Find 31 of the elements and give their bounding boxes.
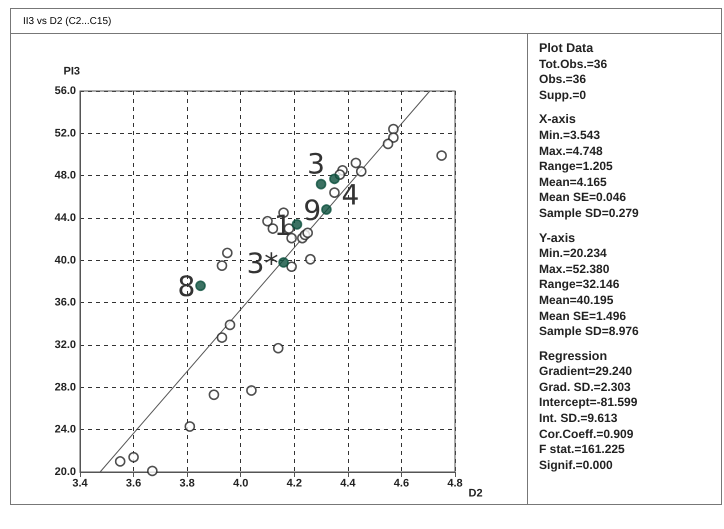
- annotation: 8: [178, 270, 196, 304]
- x-axis-title: D2: [468, 488, 483, 500]
- chart-title: II3 vs D2 (C2...C15): [11, 9, 721, 34]
- annotation: 3*: [246, 246, 278, 280]
- y-tick-label: 52.0: [54, 127, 76, 140]
- y-tick-label: 32.0: [54, 339, 76, 351]
- text: X-axis Min.=3.543 Max.=4.748 Range=1.205 Mean=4.165 Mean SE=0.046 Sample SD=0.279: [539, 112, 640, 222]
- y-tick-label: 36.0: [54, 296, 76, 309]
- y-tick-label: 28.0: [54, 381, 76, 394]
- y-axis-title: PI3: [63, 66, 80, 78]
- x-tick-label: 4.4: [340, 478, 356, 490]
- text: Plot Data Tot.Obs.=36 Obs.=36 Supp.=0: [539, 41, 608, 104]
- annotation: 9: [303, 194, 322, 228]
- x-tick-label: 4.6: [394, 478, 410, 490]
- text: Regression Gradient=29.240 Grad. SD.=2.303 Intercept=-81.599 Int. SD.=9.613 Cor.Coeff.=0.909 F stat.=161.225 Signif.=0.000: [539, 348, 638, 474]
- y-tick-label: 48.0: [54, 170, 76, 182]
- y-tick-label: 56.0: [54, 85, 76, 97]
- y-tick-label: 24.0: [54, 424, 76, 436]
- annotation: 3: [307, 148, 325, 181]
- x-tick-label: 3.6: [126, 478, 142, 490]
- x-tick-label: 4.2: [286, 478, 302, 490]
- annotation: 4: [341, 178, 360, 212]
- x-tick-label: 3.4: [72, 478, 89, 490]
- y-tick-label: 44.0: [54, 212, 76, 224]
- x-tick-label: 3.8: [179, 478, 195, 490]
- text: Y-axis Min.=20.234 Max.=52.380 Range=32.146 Mean=40.195 Mean SE=1.496 Sample SD=8.976: [539, 230, 640, 340]
- y-tick-label: 40.0: [54, 254, 76, 266]
- x-tick-label: 4.8: [447, 478, 463, 490]
- x-tick-label: 4.0: [233, 478, 248, 490]
- annotation: 1: [274, 208, 292, 242]
- y-tick-label: 20.0: [54, 466, 76, 478]
